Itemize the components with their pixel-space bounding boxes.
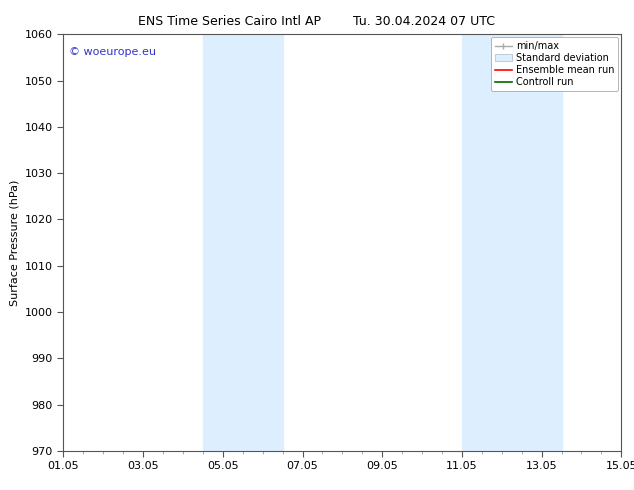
Y-axis label: Surface Pressure (hPa): Surface Pressure (hPa) [10,179,19,306]
Text: © woeurope.eu: © woeurope.eu [69,47,156,57]
Bar [203,34,283,451]
Bar [462,34,562,451]
Legend: min/max, Standard deviation, Ensemble mean run, Controll run: min/max, Standard deviation, Ensemble me… [491,37,618,91]
Text: ENS Time Series Cairo Intl AP        Tu. 30.04.2024 07 UTC: ENS Time Series Cairo Intl AP Tu. 30.04.… [138,15,496,28]
